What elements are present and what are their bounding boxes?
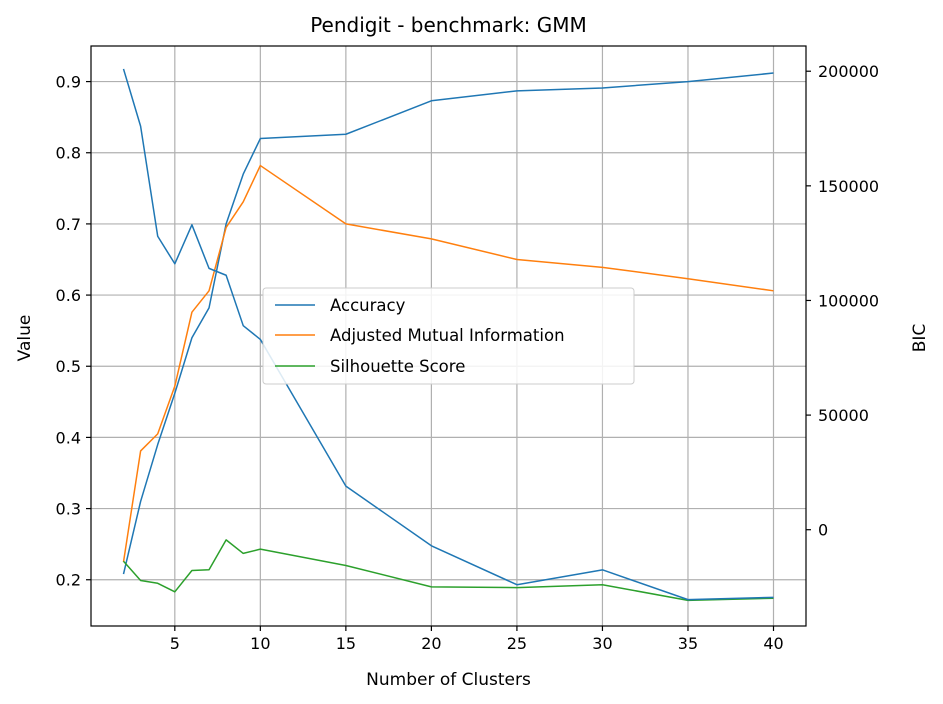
series-line-bic (122, 68, 774, 601)
y-tick-label: 0.5 (56, 357, 81, 376)
legend-label-accuracy: Accuracy (330, 296, 406, 315)
series-line-accuracy (122, 72, 774, 575)
y-tick-label: 0.8 (56, 144, 81, 163)
chart-title: Pendigit - benchmark: GMM (310, 13, 587, 37)
grid (91, 46, 806, 626)
x-tick-label: 5 (170, 634, 180, 653)
legend: Accuracy Adjusted Mutual Information Sil… (262, 287, 635, 385)
y-tick-label: 0.2 (56, 571, 81, 590)
y-tick-label: 0.7 (56, 215, 81, 234)
y-axis-ticks: 0.2 0.3 0.4 0.5 0.6 0.7 0.8 0.9 (56, 73, 91, 590)
y-axis-label: Value (15, 315, 35, 362)
legend-box (262, 287, 635, 385)
x-tick-label: 25 (507, 634, 527, 653)
y-tick-label: 0.3 (56, 500, 81, 519)
x-tick-label: 35 (678, 634, 698, 653)
y2-tick-label: 0 (818, 521, 828, 540)
y2-tick-label: 200000 (818, 62, 879, 81)
series-line-adjusted-mutual-information (122, 164, 774, 563)
series-line-silhouette-score (122, 539, 774, 602)
x-tick-label: 30 (592, 634, 612, 653)
y2-tick-label: 100000 (818, 291, 879, 310)
y2-tick-label: 150000 (818, 177, 879, 196)
x-tick-label: 15 (336, 634, 356, 653)
y2-axis-label: BIC (910, 324, 930, 353)
series-lines (122, 68, 774, 602)
x-tick-label: 40 (763, 634, 783, 653)
legend-label-ami: Adjusted Mutual Information (330, 326, 565, 345)
x-axis-ticks: 5 10 15 20 25 30 35 40 (170, 626, 784, 653)
y-tick-label: 0.9 (56, 73, 81, 92)
y-tick-label: 0.4 (56, 428, 81, 447)
plot-frame (90, 45, 807, 627)
x-tick-label: 10 (250, 634, 270, 653)
x-axis-label: Number of Clusters (366, 670, 531, 690)
y-tick-label: 0.6 (56, 286, 81, 305)
y2-axis-ticks: 0 50000 100000 150000 200000 (806, 62, 879, 540)
y2-tick-label: 50000 (818, 406, 869, 425)
x-tick-label: 20 (421, 634, 441, 653)
legend-label-silhouette: Silhouette Score (330, 357, 465, 376)
